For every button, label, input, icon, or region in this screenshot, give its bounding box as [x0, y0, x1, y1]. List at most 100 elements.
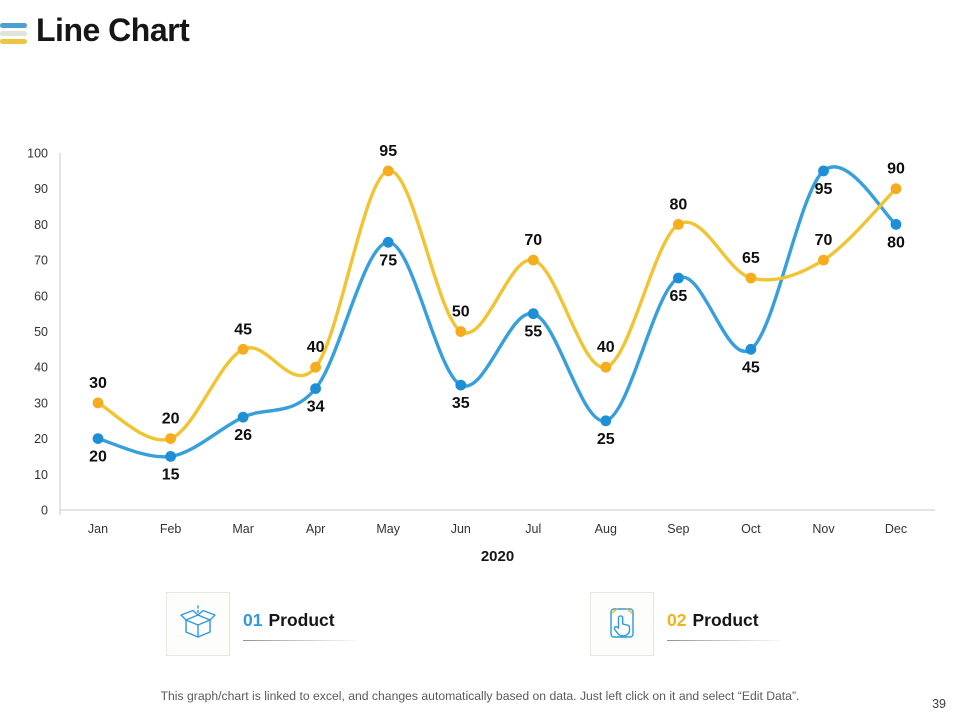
data-point-series2 [818, 254, 829, 266]
data-label-series1: 80 [887, 234, 905, 251]
y-tick-label: 80 [34, 218, 48, 232]
page-number: 39 [932, 697, 946, 711]
data-point-series2 [165, 433, 177, 444]
data-label-series1: 65 [670, 288, 688, 305]
data-point-series2 [600, 361, 612, 373]
data-label-series2: 40 [307, 339, 325, 356]
y-tick-label: 10 [34, 468, 48, 482]
data-point-series1 [890, 219, 902, 230]
legend-card-02 [590, 592, 654, 656]
data-point-series1 [527, 308, 539, 320]
data-point-series2 [310, 361, 321, 373]
tap-hand-icon [610, 608, 634, 638]
data-point-series1 [382, 236, 394, 248]
x-tick-label: Jun [451, 522, 471, 536]
data-label-series1: 34 [307, 399, 325, 416]
data-label-series1: 95 [815, 181, 833, 198]
legend-card-01 [166, 592, 230, 656]
bar-gray [0, 31, 27, 36]
data-label-series1: 20 [89, 449, 107, 466]
x-tick-label: Apr [306, 522, 325, 536]
data-label-series2: 45 [234, 321, 252, 338]
data-point-series1 [310, 383, 321, 394]
x-tick-label: Aug [595, 522, 617, 536]
data-label-series1: 75 [379, 252, 397, 269]
x-axis-title: 2020 [481, 548, 514, 565]
x-tick-label: Mar [232, 522, 254, 536]
y-tick-label: 90 [34, 182, 48, 196]
data-point-series2 [527, 254, 539, 266]
y-tick-label: 70 [34, 254, 48, 268]
data-point-series2 [237, 343, 249, 355]
line-chart-svg[interactable]: 0 10 20 30 40 50 60 70 80 90 100 Jan Feb Mar Apr May Jun… [0, 140, 960, 585]
x-tick-label: May [376, 522, 400, 536]
series-line-2 [96, 169, 898, 442]
data-label-series1: 25 [597, 431, 615, 448]
data-label-series2: 70 [815, 232, 833, 249]
x-tick-label: Jan [88, 522, 108, 536]
legend-number-01: 01 [243, 610, 263, 630]
data-label-series2: 30 [89, 375, 107, 392]
x-tick-label: Jul [525, 522, 541, 536]
data-point-series2 [455, 326, 467, 337]
data-label-series1: 55 [524, 324, 542, 341]
data-label-series2: 50 [452, 304, 470, 321]
legend-number-02: 02 [667, 610, 687, 630]
data-point-series2 [382, 165, 394, 177]
x-tick-label: Dec [885, 522, 907, 536]
y-tick-label: 0 [41, 504, 48, 518]
y-tick-label: 20 [34, 432, 48, 446]
open-box-icon [180, 605, 216, 638]
data-label-series1: 26 [234, 427, 252, 444]
data-label-series2: 20 [162, 411, 180, 428]
data-point-series1 [745, 343, 757, 355]
y-tick-label: 30 [34, 396, 48, 410]
y-tick-label: 60 [34, 289, 48, 303]
data-point-series2 [92, 397, 104, 409]
page-title: Line Chart [36, 12, 190, 48]
legend-item-product-01: 01 Product [166, 592, 361, 656]
legend-title-02: 02 Product [667, 610, 785, 631]
data-label-series2: 40 [597, 339, 615, 356]
y-tick-label: 40 [34, 361, 48, 375]
bar-yellow [0, 39, 27, 44]
data-point-series1 [165, 451, 177, 462]
legend-item-product-02: 02 Product [590, 592, 785, 656]
data-label-series2: 95 [379, 143, 397, 160]
y-tick-label: 100 [27, 147, 48, 161]
data-point-series2 [745, 272, 757, 284]
data-point-series2 [673, 219, 684, 230]
x-tick-label: Feb [160, 522, 182, 536]
data-point-series1 [673, 272, 684, 284]
bar-blue [0, 23, 27, 28]
data-point-series2 [890, 183, 902, 195]
y-tick-label: 50 [34, 325, 48, 339]
data-label-series2: 65 [742, 250, 760, 267]
legend-underline [243, 640, 361, 641]
data-point-series1 [237, 411, 249, 423]
three-bars-icon [0, 23, 27, 47]
data-point-series1 [455, 379, 467, 391]
data-point-series1 [92, 433, 104, 444]
data-point-series1 [600, 415, 612, 427]
data-label-series2: 90 [887, 161, 905, 178]
x-tick-label: Nov [812, 522, 835, 536]
x-tick-label: Sep [667, 522, 689, 536]
line-chart[interactable]: 0 10 20 30 40 50 60 70 80 90 100 Jan Feb Mar Apr May Jun… [0, 140, 960, 585]
legend-title-01: 01 Product [243, 610, 361, 631]
footer-note: This graph/chart is linked to excel, and… [160, 689, 800, 703]
legend-label-01: Product [268, 610, 335, 630]
x-tick-label: Oct [741, 522, 761, 536]
series-line-1 [96, 165, 898, 459]
legend-text-02: 02 Product [667, 592, 785, 641]
data-label-series1: 15 [162, 466, 180, 483]
legend-underline [667, 640, 785, 641]
data-label-series2: 70 [524, 232, 542, 249]
legend-label-02: Product [692, 610, 759, 630]
data-label-series1: 35 [452, 395, 470, 412]
data-label-series1: 45 [742, 359, 760, 376]
data-label-series2: 80 [670, 196, 688, 213]
legend-text-01: 01 Product [243, 592, 361, 641]
data-point-series1 [818, 165, 829, 177]
